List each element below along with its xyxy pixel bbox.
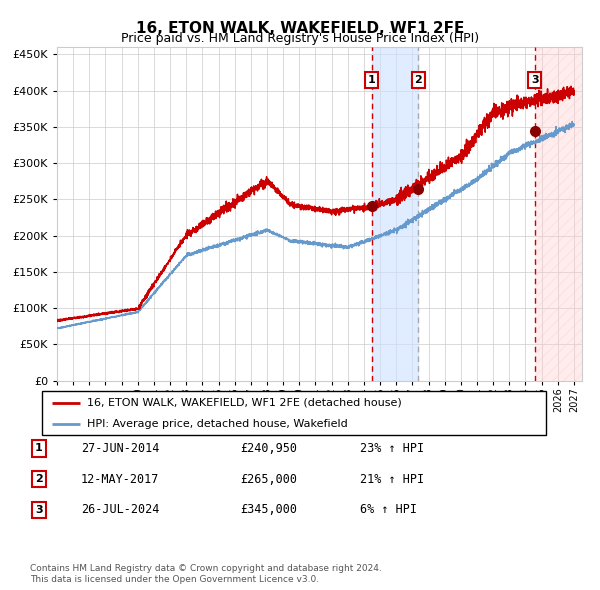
Text: 23% ↑ HPI: 23% ↑ HPI (360, 442, 424, 455)
Text: 2: 2 (415, 75, 422, 85)
Bar (535, 47, 582, 381)
Bar (372, 47, 418, 381)
Text: Contains HM Land Registry data © Crown copyright and database right 2024.: Contains HM Land Registry data © Crown c… (30, 565, 382, 573)
Text: £265,000: £265,000 (240, 473, 297, 486)
Text: 2: 2 (35, 474, 43, 484)
Text: HPI: Average price, detached house, Wakefield: HPI: Average price, detached house, Wake… (88, 419, 348, 429)
Text: £240,950: £240,950 (240, 442, 297, 455)
Text: £345,000: £345,000 (240, 503, 297, 516)
Text: 27-JUN-2014: 27-JUN-2014 (81, 442, 160, 455)
FancyBboxPatch shape (42, 391, 546, 435)
Text: 16, ETON WALK, WAKEFIELD, WF1 2FE: 16, ETON WALK, WAKEFIELD, WF1 2FE (136, 21, 464, 35)
Text: 3: 3 (531, 75, 538, 85)
Text: 6% ↑ HPI: 6% ↑ HPI (360, 503, 417, 516)
Text: 1: 1 (35, 444, 43, 453)
Text: 16, ETON WALK, WAKEFIELD, WF1 2FE (detached house): 16, ETON WALK, WAKEFIELD, WF1 2FE (detac… (88, 398, 402, 408)
Text: 1: 1 (368, 75, 376, 85)
Text: Price paid vs. HM Land Registry's House Price Index (HPI): Price paid vs. HM Land Registry's House … (121, 32, 479, 45)
Text: 12-MAY-2017: 12-MAY-2017 (81, 473, 160, 486)
Text: This data is licensed under the Open Government Licence v3.0.: This data is licensed under the Open Gov… (30, 575, 319, 584)
Text: 26-JUL-2024: 26-JUL-2024 (81, 503, 160, 516)
Text: 3: 3 (35, 505, 43, 514)
Text: 21% ↑ HPI: 21% ↑ HPI (360, 473, 424, 486)
